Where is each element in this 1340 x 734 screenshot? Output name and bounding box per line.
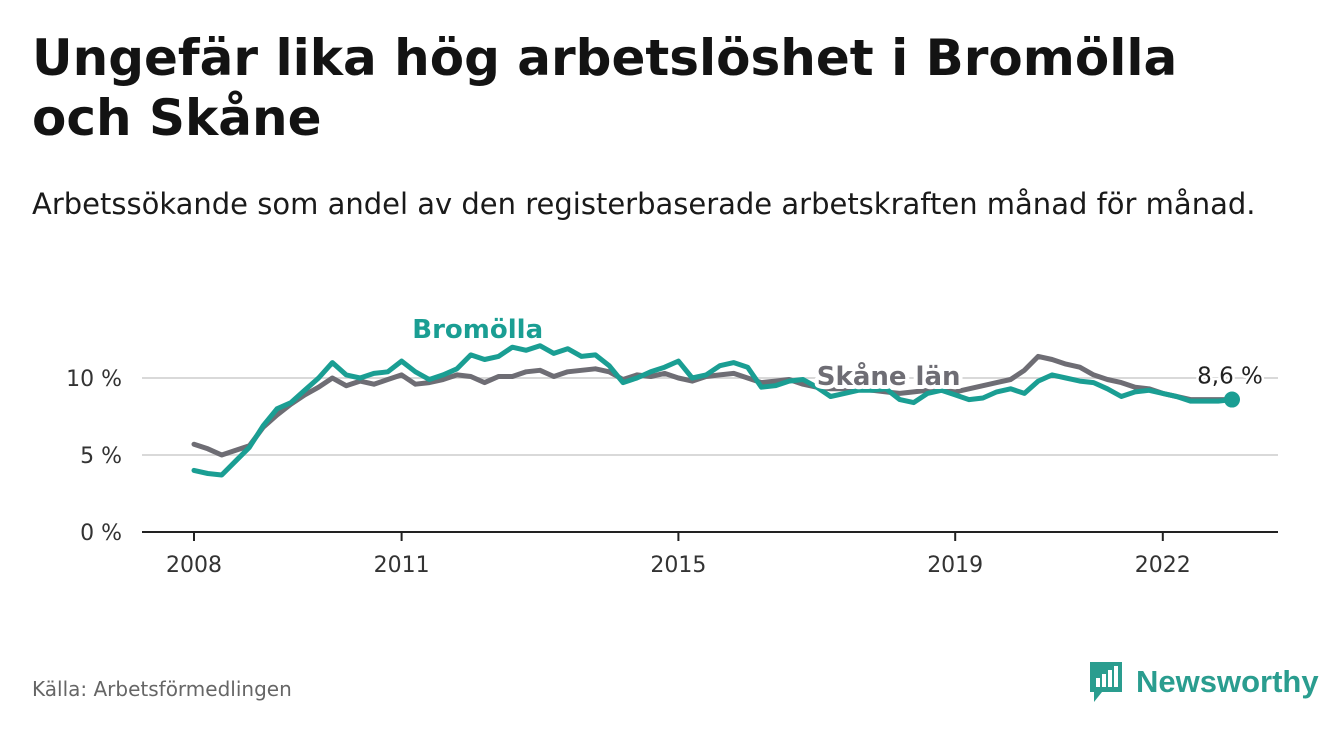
y-tick-label: 5 % <box>80 444 122 469</box>
y-tick-label: 10 % <box>66 367 122 392</box>
x-tick-label: 2008 <box>166 553 222 578</box>
x-tick-label: 2019 <box>927 553 983 578</box>
x-tick-label: 2022 <box>1135 553 1191 578</box>
series-label-bromolla: Bromölla <box>412 315 543 345</box>
brand-logo[interactable]: Newsworthy <box>1088 660 1319 704</box>
brand-name: Newsworthy <box>1136 664 1319 699</box>
series-line-skane <box>191 353 1235 458</box>
source-note: Källa: Arbetsförmedlingen <box>32 677 292 701</box>
grid-layer <box>142 377 1278 541</box>
x-tick-label: 2015 <box>650 553 706 578</box>
end-value-label: 8,6 % <box>1197 364 1263 390</box>
series-label-skane: Skåne län <box>817 360 961 392</box>
newsworthy-icon <box>1090 662 1122 702</box>
series-line-bromolla <box>191 343 1235 478</box>
y-tick-label: 0 % <box>80 521 122 546</box>
x-tick-label: 2011 <box>374 553 430 578</box>
label-layer: 0 % 5 % 10 % 2008 2011 2015 2019 2022 Bromölla Sk… <box>66 311 1265 578</box>
end-point-marker <box>1224 391 1240 408</box>
chart-title: Ungefär lika hög arbetslöshet i Bromölla… <box>32 29 1178 147</box>
series-layer <box>191 343 1235 478</box>
chart-subtitle: Arbetssökande som andel av den registerb… <box>32 187 1256 221</box>
